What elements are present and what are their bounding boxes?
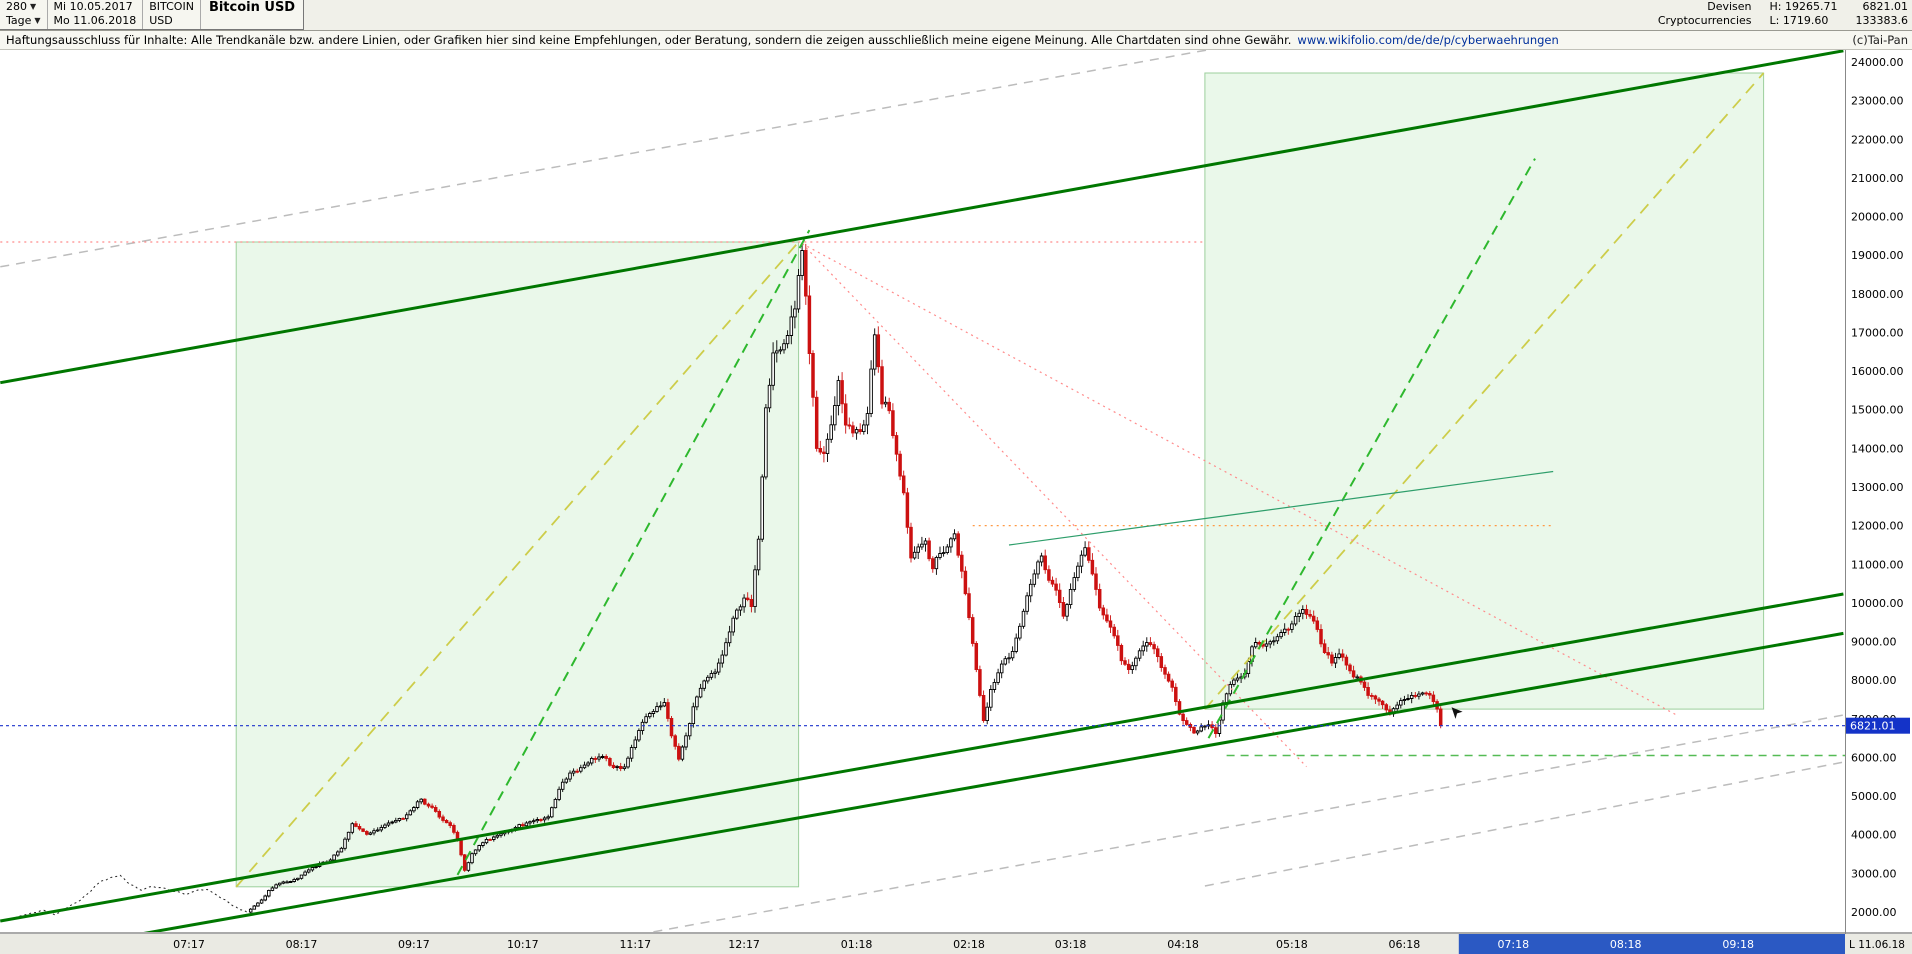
x-tick-label: 09:17 <box>398 938 430 951</box>
y-tick-label: 16000.00 <box>1851 365 1904 378</box>
symbol-cell: BITCOIN USD <box>143 0 201 29</box>
x-tick-label: 10:17 <box>507 938 539 951</box>
y-tick-label: 17000.00 <box>1851 327 1904 340</box>
bottom-channel-line[interactable] <box>0 631 1844 954</box>
volume-value: 133383.6 <box>1855 14 1909 27</box>
category-line2: Cryptocurrencies <box>1657 14 1752 27</box>
instrument-settings: 280 ▼ Tage ▼ Mi 10.05.2017 Mo 11.06.2018… <box>0 0 305 30</box>
plot-layer[interactable] <box>0 50 1847 954</box>
green-thin-resistance[interactable] <box>1008 470 1554 546</box>
gray-dashed-lower-1[interactable] <box>653 714 1844 932</box>
low-value: L: 1719.60 <box>1769 14 1829 27</box>
date-range-cell: Mi 10.05.2017 Mo 11.06.2018 <box>48 0 144 29</box>
category-line1: Devisen <box>1707 0 1752 13</box>
down-candles <box>354 243 1443 872</box>
wikifolio-link[interactable]: www.wikifolio.com/de/de/p/cyberwaehrunge… <box>1297 33 1559 47</box>
red-dotted-fan-1[interactable] <box>801 243 1307 768</box>
x-tick-label: 01:18 <box>841 938 873 951</box>
trendlines[interactable] <box>0 50 1847 954</box>
projection-boxes[interactable] <box>235 72 1765 888</box>
x-tick-label: 09:18 <box>1722 938 1754 951</box>
x-tick-label: 07:18 <box>1497 938 1529 951</box>
box1-diagonal-yellow[interactable] <box>235 241 800 888</box>
y-tick-label: 20000.00 <box>1851 211 1904 224</box>
y-tick-label: 8000.00 <box>1851 674 1897 687</box>
category-cell: Devisen Cryptocurrencies <box>1658 0 1752 30</box>
y-tick-label: 11000.00 <box>1851 558 1904 571</box>
y-tick-label: 22000.00 <box>1851 133 1904 146</box>
x-tick-label: 08:17 <box>286 938 318 951</box>
last-price-cell: 6821.01 133383.6 <box>1856 0 1909 30</box>
y-tick-label: 24000.00 <box>1851 56 1904 69</box>
price-chart[interactable]: 07:17 08:17 09:17 10:17 11:17 12:17 01:18 02:18… <box>0 50 1912 954</box>
x-tick-label: 05:18 <box>1276 938 1308 951</box>
y-tick-label: 23000.00 <box>1851 95 1904 108</box>
gray-dashed-lower-2[interactable] <box>1204 761 1844 887</box>
y-tick-label: 5000.00 <box>1851 790 1897 803</box>
current-price-tag: 6821.01 <box>1846 717 1910 734</box>
y-tick-label: 14000.00 <box>1851 442 1904 455</box>
high-value: H: 19265.71 <box>1769 0 1838 13</box>
disclaimer-text: Haftungsausschluss für Inhalte: Alle Tre… <box>6 33 1292 47</box>
y-tick-label: 2000.00 <box>1851 906 1897 919</box>
period-value: 280 <box>6 0 27 13</box>
date-from[interactable]: Mi 10.05.2017 <box>53 0 133 13</box>
price-tag-value: 6821.01 <box>1850 720 1896 733</box>
last-date-label: L 11.06.18 <box>1849 939 1905 951</box>
date-to[interactable]: Mo 11.06.2018 <box>53 14 137 27</box>
future-zone-highlight[interactable] <box>1458 934 1845 954</box>
price-tag-bg <box>1846 717 1910 734</box>
disclaimer-text-wrap: Haftungsausschluss für Inhalte: Alle Tre… <box>6 33 1559 47</box>
y-tick-label: 6000.00 <box>1851 752 1897 765</box>
green-dashed-steep-2[interactable] <box>1207 158 1536 739</box>
y-tick-label: 21000.00 <box>1851 172 1904 185</box>
x-tick-label: 12:17 <box>728 938 760 951</box>
upper-channel-line[interactable] <box>0 50 1844 385</box>
x-axis-strip[interactable] <box>0 934 1912 954</box>
last-price: 6821.01 <box>1862 0 1909 13</box>
lower-channel-line[interactable] <box>0 592 1844 923</box>
toolbar: 280 ▼ Tage ▼ Mi 10.05.2017 Mo 11.06.2018… <box>0 0 1912 31</box>
y-tick-label: 4000.00 <box>1851 829 1897 842</box>
y-tick-label: 18000.00 <box>1851 288 1904 301</box>
green-dashed-steep-1[interactable] <box>456 229 811 876</box>
y-tick-label: 12000.00 <box>1851 520 1904 533</box>
period-unit-dropdown[interactable]: Tage ▼ <box>6 14 41 28</box>
y-tick-label: 3000.00 <box>1851 867 1897 880</box>
x-tick-label: 07:17 <box>173 938 205 951</box>
high-low-cell: H: 19265.71 L: 1719.60 <box>1770 0 1838 30</box>
period-cell: 280 ▼ Tage ▼ <box>0 0 48 29</box>
box2-diagonal-yellow[interactable] <box>1204 72 1765 710</box>
chevron-down-icon[interactable]: ▼ <box>34 16 41 25</box>
cursor-arrow-icon <box>1451 707 1463 719</box>
x-tick-label: 11:17 <box>619 938 651 951</box>
y-tick-label: 13000.00 <box>1851 481 1904 494</box>
page-title: Bitcoin USD <box>208 0 296 15</box>
period-unit: Tage <box>6 14 32 27</box>
candles[interactable] <box>248 243 1443 914</box>
symbol-name: BITCOIN <box>149 0 194 13</box>
y-tick-label: 19000.00 <box>1851 249 1904 262</box>
y-tick-label: 10000.00 <box>1851 597 1904 610</box>
disclaimer-bar: Haftungsausschluss für Inhalte: Alle Tre… <box>0 31 1912 50</box>
x-tick-label: 04:18 <box>1167 938 1199 951</box>
y-tick-label: 15000.00 <box>1851 404 1904 417</box>
symbol-currency: USD <box>149 14 173 27</box>
x-tick-label: 03:18 <box>1055 938 1087 951</box>
x-tick-label: 02:18 <box>953 938 985 951</box>
x-tick-label: 06:18 <box>1389 938 1421 951</box>
y-tick-label: 9000.00 <box>1851 636 1897 649</box>
quote-info: Devisen Cryptocurrencies H: 19265.71 L: … <box>1658 0 1912 30</box>
x-axis-labels[interactable]: 07:17 08:17 09:17 10:17 11:17 12:17 01:18 02:18… <box>173 938 1754 951</box>
period-dropdown[interactable]: 280 ▼ <box>6 0 41 14</box>
copyright-label: (c)Tai-Pan <box>1852 33 1908 47</box>
axes: 07:17 08:17 09:17 10:17 11:17 12:17 01:18 02:18… <box>0 50 1912 954</box>
chevron-down-icon[interactable]: ▼ <box>30 2 37 11</box>
y-axis-labels[interactable]: 24000.00 23000.00 22000.00 21000.00 20000.00… <box>1851 56 1904 919</box>
x-tick-label: 08:18 <box>1610 938 1642 951</box>
chart-area[interactable]: 07:17 08:17 09:17 10:17 11:17 12:17 01:18 02:18… <box>0 50 1912 954</box>
gray-dashed-upper[interactable] <box>0 50 1843 268</box>
